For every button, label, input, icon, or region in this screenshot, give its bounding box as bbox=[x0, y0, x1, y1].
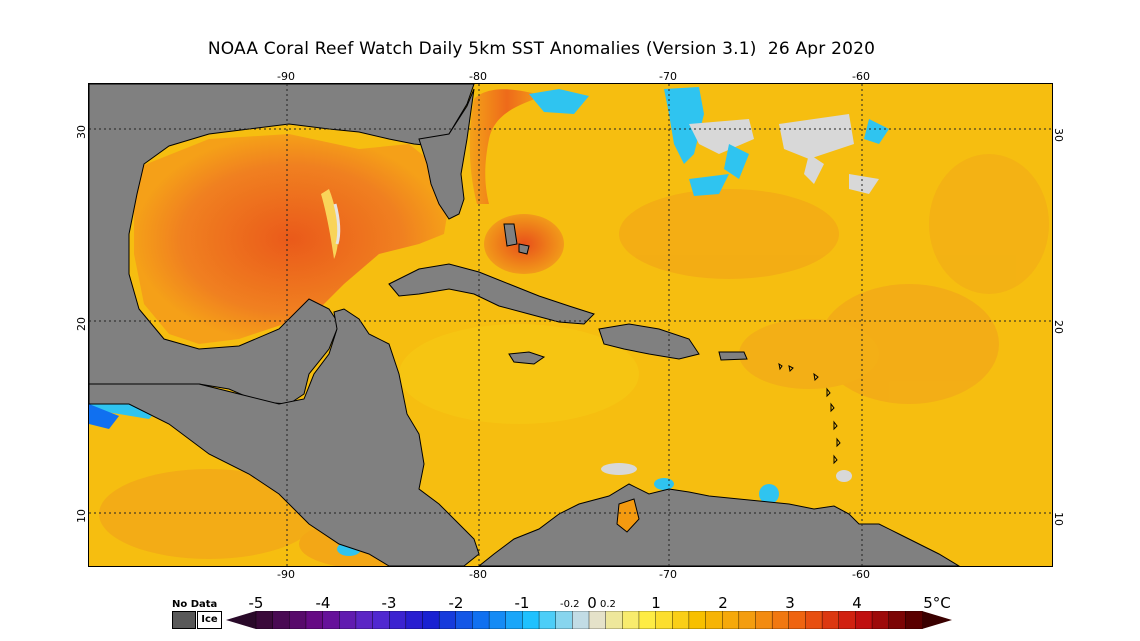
ice-swatch: Ice bbox=[197, 611, 222, 629]
colorbar-left-arrow bbox=[226, 611, 256, 629]
loop-current-neutral bbox=[333, 203, 341, 245]
lon-tick-bottom-70: -70 bbox=[659, 568, 677, 581]
colorbar-segment bbox=[488, 611, 507, 629]
colorbar-segments bbox=[255, 611, 923, 629]
colorbar-segment bbox=[572, 611, 590, 629]
colorbar-label-plus1: 1 bbox=[651, 594, 661, 612]
map-title: NOAA Coral Reef Watch Daily 5km SST Anom… bbox=[207, 39, 876, 59]
colorbar-segment bbox=[388, 611, 407, 629]
colorbar-segment bbox=[821, 611, 840, 629]
loop-current-streak bbox=[321, 189, 339, 259]
colorbar-segment bbox=[805, 611, 823, 629]
lat-tick-right-20: 20 bbox=[1052, 320, 1065, 334]
colorbar-segment bbox=[538, 611, 557, 629]
colorbar-segment bbox=[738, 611, 757, 629]
colorbar-segment bbox=[705, 611, 723, 629]
lon-tick-top-60: -60 bbox=[852, 70, 870, 83]
colorbar-label-plus2: 2 bbox=[718, 594, 728, 612]
colorbar-segment bbox=[422, 611, 440, 629]
lon-tick-bottom-90: -90 bbox=[277, 568, 295, 581]
colorbar-segment bbox=[322, 611, 340, 629]
colorbar-label-zero: 0 bbox=[587, 594, 597, 612]
colorbar-label-minus4: -4 bbox=[315, 594, 331, 612]
lat-tick-left-20: 20 bbox=[75, 317, 88, 331]
colorbar-segment bbox=[438, 611, 457, 629]
colorbar-segment bbox=[605, 611, 623, 629]
colorbar-segment bbox=[888, 611, 907, 629]
lat-tick-left-10: 10 bbox=[75, 509, 88, 523]
colorbar-label-minus2: -2 bbox=[448, 594, 464, 612]
land-central-america bbox=[89, 308, 480, 566]
colorbar-segment bbox=[722, 611, 740, 629]
colorbar bbox=[226, 611, 952, 629]
colorbar-segment bbox=[305, 611, 324, 629]
sst-anomaly-map bbox=[88, 83, 1053, 567]
lon-tick-bottom-80: -80 bbox=[469, 568, 487, 581]
lon-tick-top-90: -90 bbox=[277, 70, 295, 83]
colorbar-segment bbox=[355, 611, 374, 629]
colorbar-segment bbox=[272, 611, 291, 629]
colorbar-label-plus02: 0.2 bbox=[600, 599, 616, 610]
lat-tick-right-30: 30 bbox=[1052, 128, 1065, 142]
land-lake-maracaibo-region bbox=[616, 498, 640, 533]
colorbar-label-minus5: -5 bbox=[248, 594, 264, 612]
lon-tick-top-70: -70 bbox=[659, 70, 677, 83]
lon-tick-bottom-60: -60 bbox=[852, 568, 870, 581]
lat-tick-left-30: 30 bbox=[75, 125, 88, 139]
colorbar-segment bbox=[522, 611, 540, 629]
colorbar-segment bbox=[788, 611, 807, 629]
land-north-america bbox=[89, 84, 475, 405]
colorbar-label-plus3: 3 bbox=[785, 594, 795, 612]
lon-tick-top-80: -80 bbox=[469, 70, 487, 83]
land-puerto-rico bbox=[718, 351, 748, 361]
colorbar-segment bbox=[771, 611, 790, 629]
gulf-stream-warm bbox=[469, 89, 544, 204]
colorbar-segment bbox=[472, 611, 490, 629]
gulf-warm-anomaly bbox=[134, 134, 449, 344]
colorbar-segment bbox=[905, 611, 923, 629]
land-florida bbox=[418, 88, 475, 220]
caribbean-mild bbox=[399, 324, 639, 424]
colorbar-label-plus4: 4 bbox=[852, 594, 862, 612]
colorbar-label-minus02: -0.2 bbox=[560, 599, 580, 610]
colorbar-segment bbox=[289, 611, 307, 629]
graticule bbox=[89, 84, 1052, 566]
colorbar-segment bbox=[455, 611, 474, 629]
colorbar-right-arrow bbox=[922, 611, 952, 629]
lat-tick-right-10: 10 bbox=[1052, 512, 1065, 526]
colorbar-segment bbox=[672, 611, 690, 629]
lesser-antilles bbox=[778, 362, 841, 465]
no-data-swatch bbox=[172, 611, 196, 629]
colorbar-segment bbox=[871, 611, 890, 629]
land-hispaniola bbox=[598, 323, 700, 360]
land-jamaica bbox=[508, 351, 546, 365]
land-cuba bbox=[388, 263, 595, 325]
colorbar-segment bbox=[688, 611, 707, 629]
colorbar-label-minus1: -1 bbox=[514, 594, 530, 612]
land bbox=[89, 84, 960, 566]
bahamas-warm-anomaly bbox=[484, 214, 564, 274]
colorbar-segment bbox=[838, 611, 857, 629]
colorbar-segment bbox=[622, 611, 640, 629]
colorbar-segment bbox=[505, 611, 524, 629]
colorbar-label-minus3: -3 bbox=[381, 594, 397, 612]
colorbar-label-plus5: 5°C bbox=[923, 594, 951, 612]
land-south-america bbox=[478, 483, 960, 566]
colorbar-segment bbox=[372, 611, 390, 629]
colorbar-segment bbox=[588, 611, 607, 629]
colorbar-segment bbox=[405, 611, 424, 629]
land-bahamas bbox=[503, 223, 530, 255]
map-canvas bbox=[89, 84, 1052, 566]
colorbar-segment bbox=[339, 611, 357, 629]
colorbar-segment bbox=[855, 611, 873, 629]
colorbar-segment bbox=[638, 611, 657, 629]
colorbar-segment bbox=[655, 611, 673, 629]
no-data-label: No Data bbox=[172, 599, 218, 610]
colorbar-segment bbox=[755, 611, 773, 629]
colorbar-segment bbox=[255, 611, 274, 629]
colorbar-segment bbox=[555, 611, 574, 629]
